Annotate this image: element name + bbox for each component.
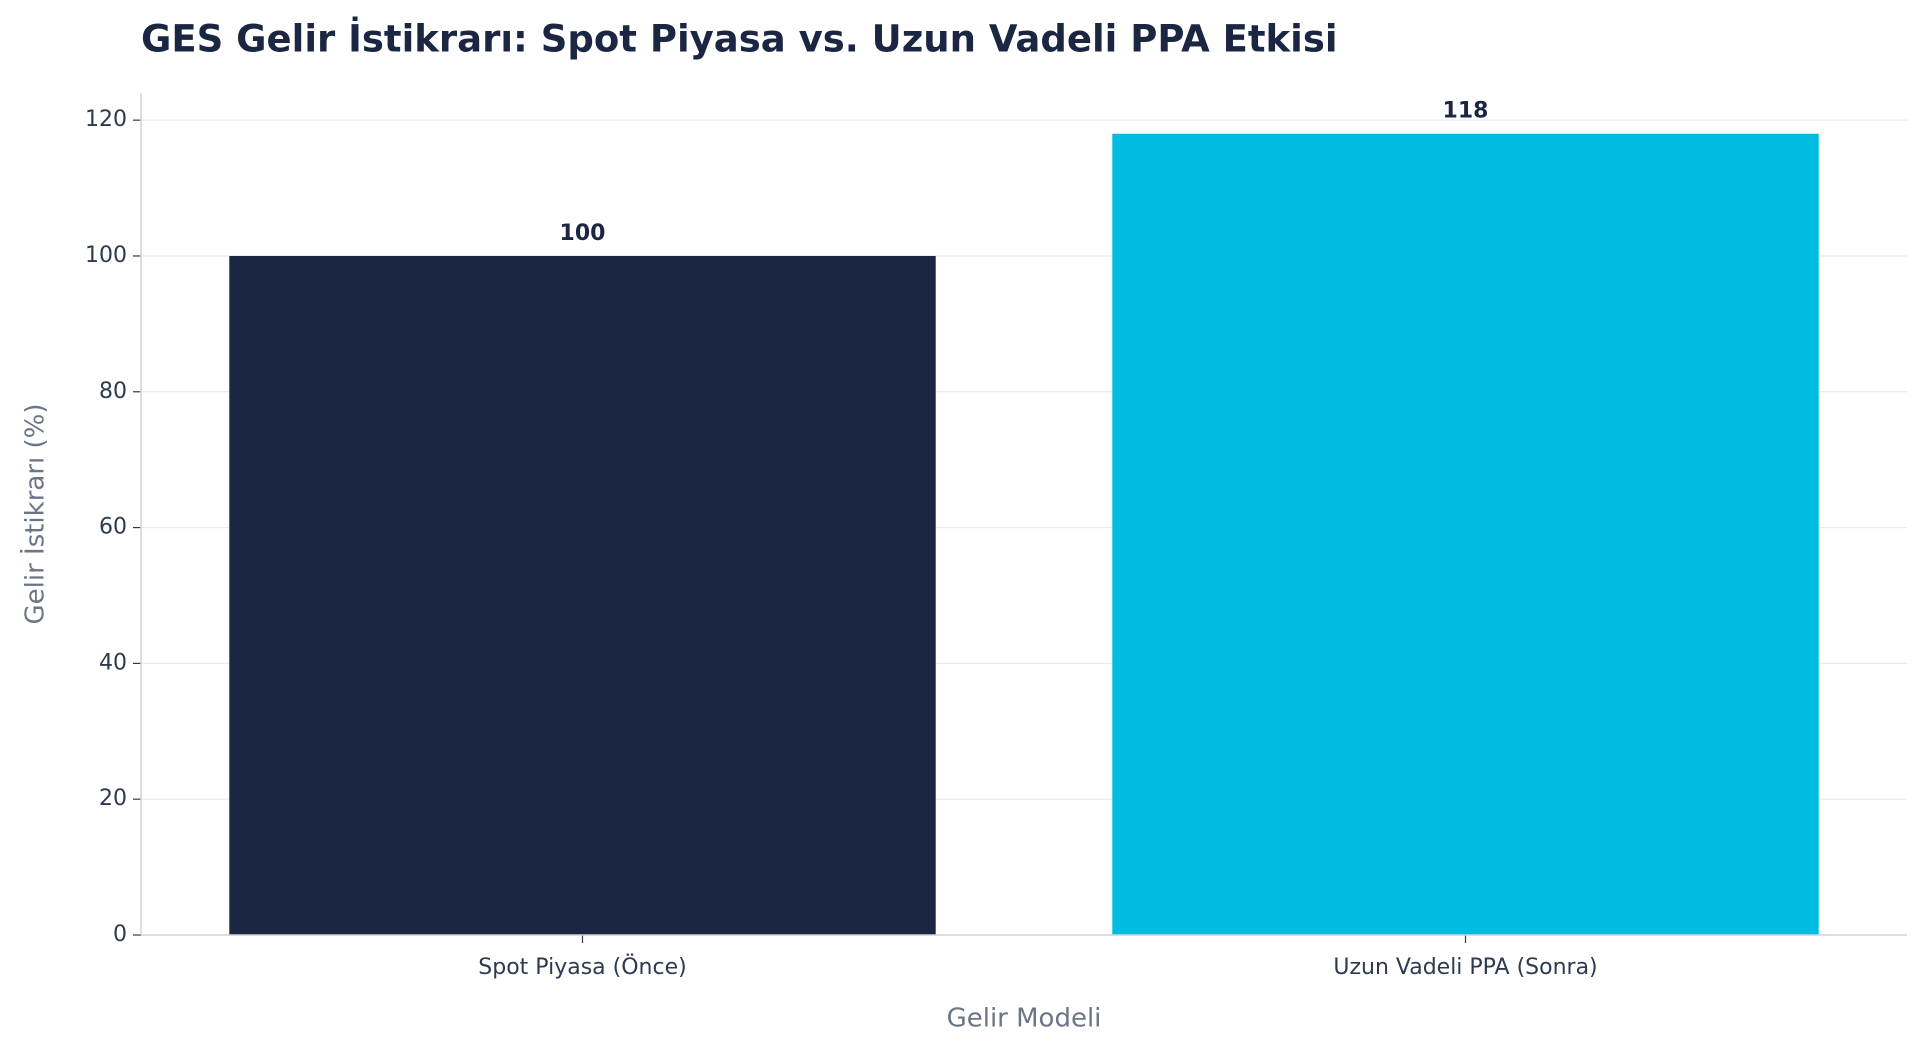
y-tick-label: 20: [99, 786, 127, 811]
x-tick-label: Spot Piyasa (Önce): [478, 954, 686, 980]
y-axis-label: Gelir İstikrarı (%): [19, 403, 51, 624]
y-tick-label: 120: [85, 107, 127, 132]
x-tick-label: Uzun Vadeli PPA (Sonra): [1333, 955, 1597, 980]
y-tick-label: 0: [113, 922, 127, 947]
value-label: 100: [560, 221, 606, 246]
y-tick-label: 60: [99, 515, 127, 540]
y-tick-label: 80: [99, 379, 127, 404]
y-tick-label: 40: [99, 650, 127, 675]
value-label: 118: [1443, 99, 1489, 124]
y-tick-label: 100: [85, 243, 127, 268]
bar: [1112, 133, 1819, 935]
bar: [229, 255, 936, 935]
chart-title: GES Gelir İstikrarı: Spot Piyasa vs. Uzu…: [141, 17, 1338, 61]
x-axis-label: Gelir Modeli: [947, 1004, 1102, 1034]
